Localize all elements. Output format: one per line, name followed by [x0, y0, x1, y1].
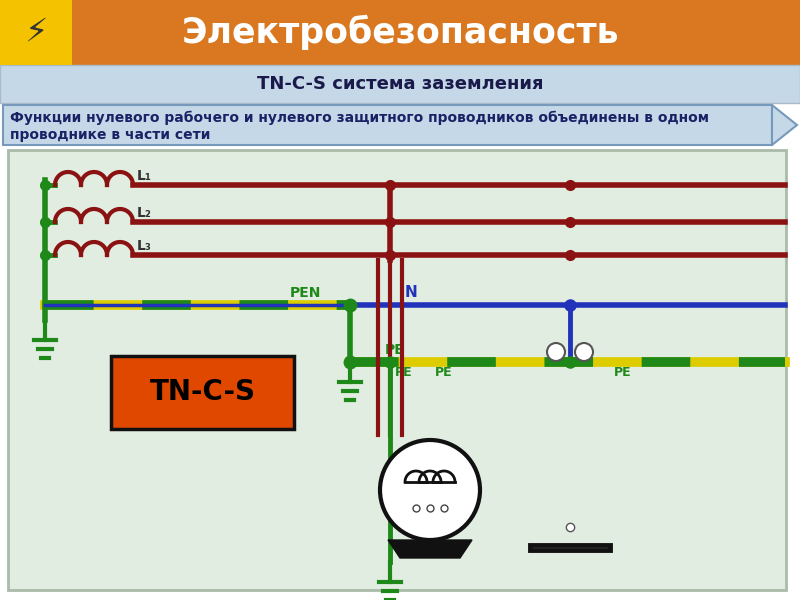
- Circle shape: [547, 343, 565, 361]
- Text: Функции нулевого рабочего и нулевого защитного проводников объединены в одном: Функции нулевого рабочего и нулевого защ…: [10, 111, 709, 125]
- FancyBboxPatch shape: [0, 0, 800, 65]
- Text: PE: PE: [614, 366, 632, 379]
- Text: PE: PE: [385, 343, 405, 357]
- Text: N: N: [405, 285, 418, 300]
- Text: L₂: L₂: [137, 206, 152, 220]
- Text: Электробезопасность: Электробезопасность: [182, 14, 618, 50]
- Text: PEN: PEN: [290, 286, 322, 300]
- Polygon shape: [388, 540, 472, 558]
- Text: PE: PE: [435, 366, 453, 379]
- Circle shape: [575, 343, 593, 361]
- FancyBboxPatch shape: [3, 105, 772, 145]
- FancyBboxPatch shape: [0, 0, 72, 65]
- Text: проводнике в части сети: проводнике в части сети: [10, 128, 210, 142]
- FancyBboxPatch shape: [8, 150, 786, 590]
- Text: TN-C-S: TN-C-S: [150, 379, 255, 407]
- Text: ⚡: ⚡: [24, 16, 48, 49]
- FancyBboxPatch shape: [0, 65, 800, 103]
- Text: L₃: L₃: [137, 239, 152, 253]
- FancyBboxPatch shape: [111, 356, 294, 429]
- Circle shape: [380, 440, 480, 540]
- Text: TN-C-S система заземления: TN-C-S система заземления: [257, 75, 543, 93]
- FancyBboxPatch shape: [530, 545, 610, 550]
- Polygon shape: [772, 105, 797, 145]
- Text: PE: PE: [395, 366, 413, 379]
- Text: L₁: L₁: [137, 169, 152, 183]
